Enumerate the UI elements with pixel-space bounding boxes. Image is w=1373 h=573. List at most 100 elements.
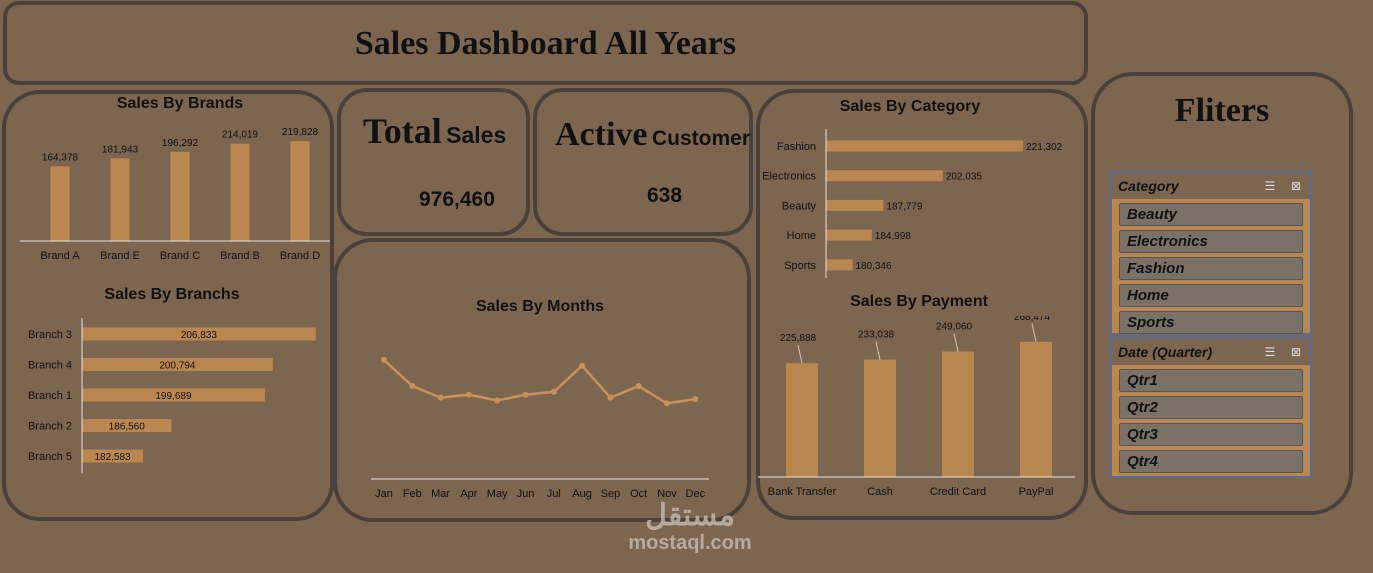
data-point bbox=[409, 383, 416, 389]
data-point bbox=[437, 394, 444, 401]
bar bbox=[826, 259, 853, 271]
branchs-chart: Branch 3 206,833 Branch 4 200,794 Branch 1 19… bbox=[28, 318, 316, 474]
data-label: 214,019 bbox=[222, 130, 259, 141]
tick-label: Brand C bbox=[160, 250, 200, 262]
watermark-logo: مستقل bbox=[645, 499, 735, 532]
tick-label: Electronics bbox=[762, 171, 816, 183]
tick-label: Nov bbox=[657, 488, 677, 500]
tick-label: Brand B bbox=[220, 250, 260, 262]
category-item-sports[interactable]: Sports bbox=[1119, 311, 1303, 334]
data-label: 233,038 bbox=[858, 330, 895, 341]
total-sales-label-big: Total bbox=[363, 111, 442, 151]
months-chart-title: Sales By Months bbox=[475, 298, 605, 315]
date-slicer: Date (Quarter) ☰ ⊠ Qtr1 Qtr2 Qtr3 Qtr4 bbox=[1110, 337, 1312, 478]
data-point bbox=[465, 391, 472, 398]
bar bbox=[50, 166, 70, 241]
tick-label: Fashion bbox=[777, 141, 816, 153]
data-point bbox=[522, 391, 529, 398]
category-slicer-title: Category bbox=[1118, 178, 1179, 194]
data-label: 196,292 bbox=[162, 138, 199, 149]
data-label: 180,346 bbox=[855, 261, 892, 272]
data-point bbox=[607, 394, 614, 401]
date-item-qtr4[interactable]: Qtr4 bbox=[1119, 450, 1303, 473]
tick-label: Brand E bbox=[100, 250, 140, 262]
total-sales-label-small: Sales bbox=[446, 122, 507, 148]
tick-label: Branch 1 bbox=[28, 390, 72, 402]
date-item-qtr3[interactable]: Qtr3 bbox=[1119, 423, 1303, 446]
total-sales-value: 976,460 bbox=[419, 188, 495, 211]
category-chart: Fashion 221,302 Electronics 202,035 Beauty 18… bbox=[762, 129, 1063, 278]
category-slicer: Category ☰ ⊠ Beauty Electronics Fashion … bbox=[1110, 171, 1312, 335]
multi-select-icon[interactable]: ☰ bbox=[1264, 345, 1276, 359]
tick-label: Jun bbox=[517, 488, 535, 500]
tick-label: May bbox=[487, 488, 508, 500]
tick-label: Apr bbox=[460, 488, 477, 500]
payment-chart-title: Sales By Payment bbox=[850, 293, 988, 310]
data-point bbox=[664, 400, 670, 407]
data-label: 219,828 bbox=[282, 127, 319, 138]
bar bbox=[864, 359, 896, 477]
tick-label: Branch 3 bbox=[28, 329, 72, 341]
tick-label: Brand D bbox=[280, 250, 320, 262]
tick-label: Home bbox=[787, 230, 816, 242]
data-label: 182,583 bbox=[94, 452, 131, 463]
tick-label: Credit Card bbox=[930, 486, 986, 498]
category-item-fashion[interactable]: Fashion bbox=[1119, 257, 1303, 280]
bar bbox=[82, 327, 316, 341]
months-panel bbox=[333, 238, 751, 522]
tick-label: Sports bbox=[784, 260, 816, 272]
active-customer-value: 638 bbox=[647, 184, 683, 207]
bar bbox=[826, 199, 884, 211]
data-label: 202,035 bbox=[946, 172, 983, 183]
tick-label: Bank Transfer bbox=[768, 486, 837, 498]
tick-label: Feb bbox=[403, 488, 422, 500]
category-item-beauty[interactable]: Beauty bbox=[1119, 203, 1303, 226]
tick-label: Branch 2 bbox=[28, 421, 72, 433]
leader-line bbox=[1031, 323, 1037, 342]
bar bbox=[170, 151, 190, 241]
data-label: 164,378 bbox=[42, 152, 79, 163]
brands-chart: 164,378 Brand A 181,943 Brand E 196,292 Brand… bbox=[20, 127, 330, 262]
category-item-home[interactable]: Home bbox=[1119, 284, 1303, 307]
payment-chart: 225,888 Bank Transfer 233,038 Cash 249,060 Cr… bbox=[758, 316, 1075, 498]
bar bbox=[230, 143, 250, 241]
clear-filter-icon[interactable]: ⊠ bbox=[1290, 345, 1302, 359]
data-label: 184,998 bbox=[875, 231, 912, 242]
multi-select-icon[interactable]: ☰ bbox=[1264, 179, 1276, 193]
brands-branchs-panel bbox=[2, 90, 334, 521]
tick-label: Mar bbox=[431, 488, 450, 500]
tick-label: Aug bbox=[572, 488, 592, 500]
bar bbox=[826, 140, 1024, 152]
tick-label: Jan bbox=[375, 488, 393, 500]
tick-label: Cash bbox=[867, 486, 893, 498]
date-slicer-title: Date (Quarter) bbox=[1118, 344, 1213, 360]
data-label: 206,833 bbox=[181, 330, 218, 341]
date-item-qtr1[interactable]: Qtr1 bbox=[1119, 369, 1303, 392]
data-label: 200,794 bbox=[159, 361, 196, 372]
data-point bbox=[692, 396, 699, 403]
data-label: 187,779 bbox=[886, 201, 923, 212]
bar bbox=[290, 141, 310, 241]
bar bbox=[826, 229, 872, 241]
tick-label: Branch 4 bbox=[28, 360, 72, 372]
data-point bbox=[635, 383, 642, 389]
series-line bbox=[383, 358, 696, 405]
category-item-electronics[interactable]: Electronics bbox=[1119, 230, 1303, 253]
data-label: 268,474 bbox=[1014, 316, 1051, 323]
clear-filter-icon[interactable]: ⊠ bbox=[1290, 179, 1302, 193]
data-point bbox=[550, 388, 557, 395]
tick-label: Beauty bbox=[782, 200, 817, 212]
data-point bbox=[494, 397, 501, 404]
watermark-site: mostaql.com bbox=[628, 532, 752, 554]
date-slicer-header: Date (Quarter) ☰ ⊠ bbox=[1112, 339, 1310, 365]
bar bbox=[82, 419, 172, 432]
tick-label: Jul bbox=[547, 488, 561, 500]
header-panel: Sales Dashboard All Years bbox=[3, 1, 1088, 85]
bar bbox=[82, 358, 273, 371]
bar bbox=[110, 158, 130, 241]
date-item-qtr2[interactable]: Qtr2 bbox=[1119, 396, 1303, 419]
active-customer-label-big: Active bbox=[555, 116, 648, 153]
data-label: 181,943 bbox=[102, 144, 139, 155]
total-sales-card: Total Sales 976,460 bbox=[337, 88, 530, 236]
data-label: 249,060 bbox=[936, 322, 973, 333]
